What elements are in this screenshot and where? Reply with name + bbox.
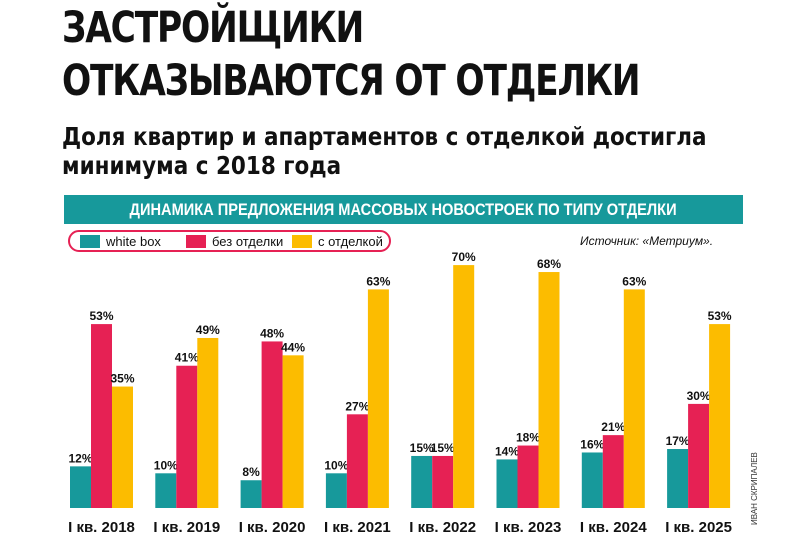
bar-no-finish-7 (602, 435, 624, 508)
bar-no-finish-6 (517, 445, 539, 508)
title-line-1: ЗАСТРОЙЩИКИ (62, 3, 364, 53)
subtitle: Доля квартир и апартаментов с отделкой д… (62, 122, 707, 180)
legend-label-no-finish: без отделки (212, 233, 284, 249)
legend-label-white-box: white box (106, 233, 161, 249)
data-label-white-box-3: 8% (242, 465, 260, 479)
data-label-finish-4: 63% (366, 274, 390, 288)
bar-white-box-7 (581, 452, 603, 508)
category-label-1: I кв. 2018 (68, 519, 135, 536)
bar-finish-6 (538, 272, 560, 508)
chart-legend: white box без отделки с отделкой (68, 230, 391, 252)
data-label-finish-8: 53% (708, 309, 732, 323)
bar-no-finish-5 (432, 455, 454, 508)
legend-label-finish: с отделкой (318, 233, 383, 249)
bar-finish-2 (197, 337, 219, 508)
bar-white-box-6 (496, 459, 518, 508)
legend-swatch-no-finish (186, 234, 206, 248)
legend-item-finish: с отделкой (292, 232, 383, 250)
bar-white-box-4 (325, 473, 347, 508)
main-title: ЗАСТРОЙЩИКИ ОТКАЗЫВАЮТСЯ ОТ ОТДЕЛКИ (62, 2, 641, 108)
bar-no-finish-2 (176, 365, 198, 508)
data-label-finish-5: 70% (452, 250, 476, 264)
bar-no-finish-4 (346, 414, 368, 508)
source-note: Источник: «Метриум». (580, 234, 714, 248)
bar-finish-5 (453, 265, 475, 508)
bar-no-finish-8 (688, 403, 710, 508)
data-label-finish-6: 68% (537, 257, 561, 271)
data-label-white-box-7: 16% (580, 437, 604, 451)
data-label-white-box-4: 10% (324, 458, 348, 472)
data-label-finish-3: 44% (281, 340, 305, 354)
data-label-white-box-5: 15% (410, 441, 434, 455)
legend-item-white-box: white box (80, 232, 161, 250)
bar-finish-4 (367, 289, 389, 508)
data-label-white-box-8: 17% (666, 434, 690, 448)
data-label-white-box-6: 14% (495, 444, 519, 458)
data-label-finish-1: 35% (110, 372, 134, 386)
subtitle-line-1: Доля квартир и апартаментов с отделкой д… (62, 122, 707, 151)
data-label-no-finish-4: 27% (345, 399, 369, 413)
legend-swatch-finish (292, 234, 312, 248)
bar-finish-8 (709, 324, 731, 508)
bar-white-box-2 (155, 473, 177, 508)
legend-swatch-white-box (80, 234, 100, 248)
data-label-white-box-1: 12% (68, 451, 92, 465)
bar-white-box-5 (411, 455, 433, 508)
data-label-no-finish-7: 21% (601, 420, 625, 434)
data-label-finish-2: 49% (196, 323, 220, 337)
data-label-finish-7: 63% (622, 274, 646, 288)
data-label-no-finish-3: 48% (260, 326, 284, 340)
category-label-8: I кв. 2025 (665, 519, 732, 536)
bar-finish-3 (282, 355, 304, 508)
subtitle-line-2: минимума с 2018 года (62, 151, 342, 180)
category-label-3: I кв. 2020 (239, 519, 306, 536)
category-label-2: I кв. 2019 (153, 519, 220, 536)
data-label-no-finish-5: 15% (431, 441, 455, 455)
bar-finish-1 (112, 386, 133, 508)
bar-white-box-8 (667, 449, 689, 508)
data-label-no-finish-8: 30% (687, 389, 711, 403)
bar-no-finish-1 (91, 324, 112, 508)
bar-white-box-1 (70, 466, 91, 508)
chart-banner-text: ДИНАМИКА ПРЕДЛОЖЕНИЯ МАССОВЫХ НОВОСТРОЕК… (129, 199, 678, 219)
data-label-no-finish-2: 41% (175, 351, 199, 365)
category-label-5: I кв. 2022 (409, 519, 476, 536)
category-label-6: I кв. 2023 (495, 519, 562, 536)
category-label-7: I кв. 2024 (580, 519, 647, 536)
chart-banner: ДИНАМИКА ПРЕДЛОЖЕНИЯ МАССОВЫХ НОВОСТРОЕК… (64, 195, 743, 224)
category-label-4: I кв. 2021 (324, 519, 391, 536)
bar-white-box-3 (240, 480, 262, 508)
data-label-white-box-2: 10% (154, 458, 178, 472)
bar-no-finish-3 (261, 341, 283, 508)
legend-item-no-finish: без отделки (186, 232, 283, 250)
data-label-no-finish-6: 18% (516, 431, 540, 445)
bar-finish-7 (623, 289, 645, 508)
title-line-2: ОТКАЗЫВАЮТСЯ ОТ ОТДЕЛКИ (62, 56, 641, 106)
data-label-no-finish-1: 53% (89, 309, 113, 323)
